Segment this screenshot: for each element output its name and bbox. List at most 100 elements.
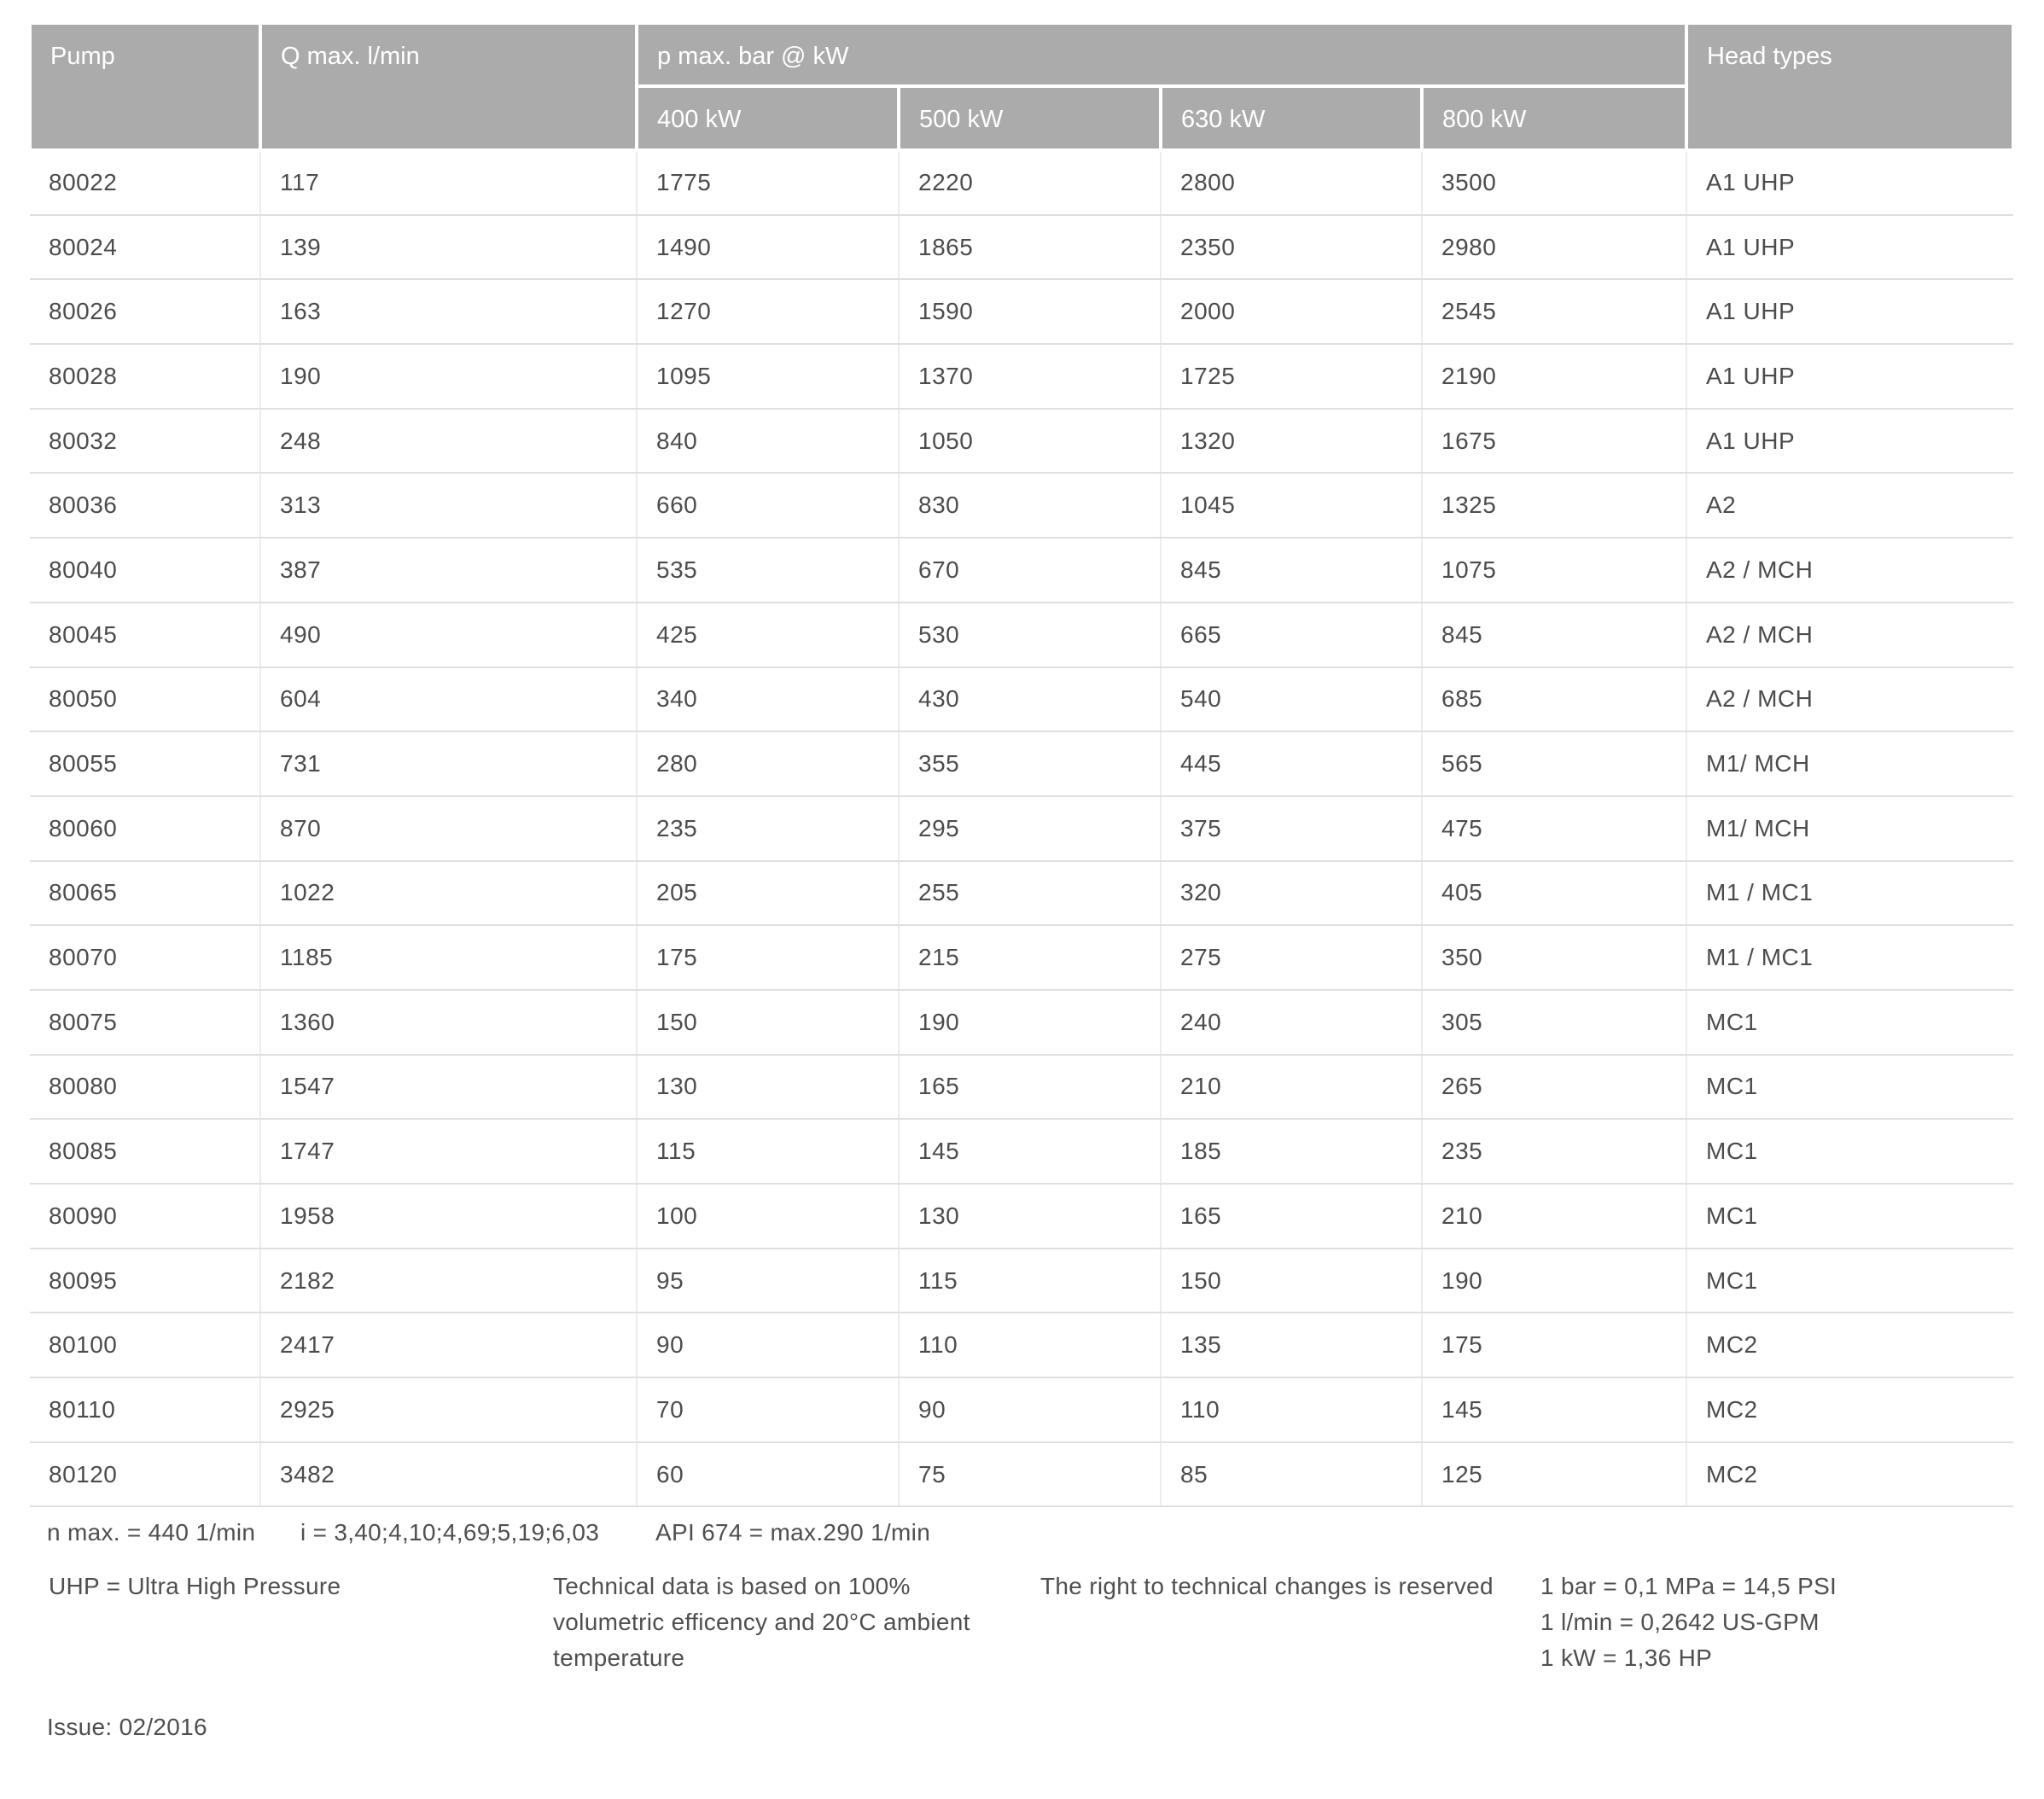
cell-q-max: 313 [260,473,638,539]
cell-400kw: 90 [637,1313,900,1379]
cell-head-types: A2 / MCH [1686,602,2013,668]
cell-800kw: 565 [1422,731,1687,797]
cell-630kw: 165 [1161,1184,1423,1249]
table-row: 80110 2925 70 90 110 145 MC2 [30,1377,2013,1443]
cell-head-types: MC1 [1686,1248,2013,1314]
cell-500kw: 1370 [899,344,1162,410]
column-header-head-types: Head types [1685,21,2015,152]
cell-pump: 80095 [30,1248,261,1314]
cell-400kw: 130 [637,1054,900,1121]
cell-q-max: 1360 [260,989,638,1056]
cell-800kw: 685 [1422,667,1687,733]
cell-800kw: 2980 [1422,214,1687,281]
cell-800kw: 845 [1422,602,1687,668]
cell-pump: 80045 [30,602,261,668]
cell-800kw: 2545 [1422,279,1687,346]
cell-500kw: 145 [899,1119,1162,1185]
table-row: 80075 1360 150 190 240 305 MC1 [30,989,2013,1056]
cell-630kw: 320 [1161,860,1423,927]
table-row: 80065 1022 205 255 320 405 M1 / MC1 [30,860,2013,927]
cell-q-max: 2925 [260,1377,638,1443]
table-row: 80045 490 425 530 665 845 A2 / MCH [30,602,2013,668]
cell-500kw: 355 [899,731,1162,797]
cell-head-types: A1 UHP [1686,344,2013,410]
cell-400kw: 1775 [637,150,900,216]
cell-500kw: 1590 [899,279,1162,346]
cell-pump: 80060 [30,795,261,862]
table-row: 80055 731 280 355 445 565 M1/ MCH [30,731,2013,797]
table-row: 80040 387 535 670 845 1075 A2 / MCH [30,538,2013,603]
cell-400kw: 95 [637,1248,900,1314]
table-row: 80080 1547 130 165 210 265 MC1 [30,1054,2013,1121]
cell-q-max: 2417 [260,1313,638,1379]
pump-spec-table: Pump Q max. l/min p max. bar @ kW Head t… [28,21,2015,1508]
cell-pump: 80022 [30,150,261,216]
cell-head-types: MC2 [1686,1441,2013,1508]
cell-400kw: 70 [637,1377,900,1443]
cell-q-max: 139 [260,214,638,281]
cell-q-max: 604 [260,667,638,733]
cell-400kw: 150 [637,989,900,1056]
cell-400kw: 1095 [637,344,900,410]
cell-pump: 80075 [30,989,261,1056]
cell-pump: 80100 [30,1313,261,1379]
cell-800kw: 265 [1422,1054,1687,1121]
cell-400kw: 660 [637,473,900,539]
cell-pump: 80120 [30,1441,261,1508]
cell-head-types: A2 / MCH [1686,667,2013,733]
table-row: 80120 3482 60 75 85 125 MC2 [30,1441,2013,1508]
column-header-500kw: 500 kW [897,84,1162,152]
cell-400kw: 115 [637,1119,900,1185]
table-row: 80032 248 840 1050 1320 1675 A1 UHP [30,408,2013,474]
cell-500kw: 130 [899,1184,1162,1249]
note-gear-ratios: i = 3,40;4,10;4,69;5,19;6,03 [300,1519,600,1546]
cell-q-max: 1547 [260,1054,638,1121]
cell-q-max: 1958 [260,1184,638,1249]
cell-head-types: MC1 [1686,1119,2013,1185]
cell-630kw: 375 [1161,795,1423,862]
cell-500kw: 215 [899,925,1162,991]
cell-pump: 80090 [30,1184,261,1249]
cell-630kw: 150 [1161,1248,1423,1314]
table-row: 80024 139 1490 1865 2350 2980 A1 UHP [30,214,2013,281]
table-header: Pump Q max. l/min p max. bar @ kW Head t… [28,21,2015,152]
table-row: 80022 117 1775 2220 2800 3500 A1 UHP [30,150,2013,216]
cell-630kw: 665 [1161,602,1423,668]
cell-400kw: 340 [637,667,900,733]
cell-q-max: 387 [260,538,638,603]
cell-500kw: 670 [899,538,1162,603]
column-header-p-max-group: p max. bar @ kW [635,21,1688,88]
cell-500kw: 430 [899,667,1162,733]
cell-q-max: 1185 [260,925,638,991]
cell-630kw: 845 [1161,538,1423,603]
table-row: 80085 1747 115 145 185 235 MC1 [30,1119,2013,1185]
column-header-q-max: Q max. l/min [259,21,638,152]
column-header-pump: Pump [28,21,262,152]
table-row: 80026 163 1270 1590 2000 2545 A1 UHP [30,279,2013,346]
cell-head-types: MC1 [1686,1184,2013,1249]
cell-800kw: 1675 [1422,408,1687,474]
note-unit-conversions: 1 bar = 0,1 MPa = 14,5 PSI 1 l/min = 0,2… [1540,1573,1837,1671]
cell-630kw: 185 [1161,1119,1423,1185]
cell-400kw: 535 [637,538,900,603]
table-body: 80022 117 1775 2220 2800 3500 A1 UHP 80024 139 14… [30,150,2013,1508]
cell-head-types: A1 UHP [1686,408,2013,474]
table-row: 80070 1185 175 215 275 350 M1 / MC1 [30,925,2013,991]
cell-q-max: 1747 [260,1119,638,1185]
cell-pump: 80065 [30,860,261,927]
cell-630kw: 2800 [1161,150,1423,216]
table-row: 80060 870 235 295 375 475 M1/ MCH [30,795,2013,862]
cell-q-max: 163 [260,279,638,346]
cell-630kw: 85 [1161,1441,1423,1508]
cell-head-types: A2 [1686,473,2013,539]
cell-630kw: 540 [1161,667,1423,733]
cell-head-types: M1 / MC1 [1686,925,2013,991]
cell-head-types: A2 / MCH [1686,538,2013,603]
cell-pump: 80070 [30,925,261,991]
cell-pump: 80055 [30,731,261,797]
cell-500kw: 1050 [899,408,1162,474]
column-header-800kw: 800 kW [1420,84,1688,152]
cell-400kw: 1490 [637,214,900,281]
cell-400kw: 175 [637,925,900,991]
